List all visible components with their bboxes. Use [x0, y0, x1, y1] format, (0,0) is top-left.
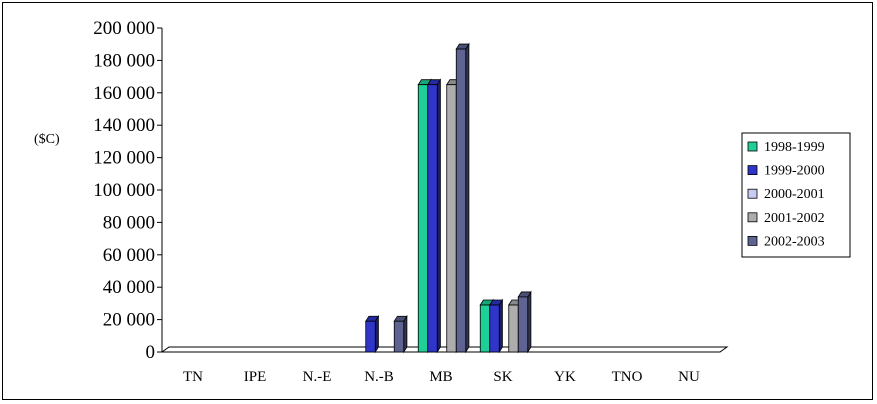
- x-tick-label: YK: [554, 369, 576, 385]
- legend-label: 2002-2003: [764, 234, 825, 249]
- bar: [365, 314, 380, 354]
- x-tick-label: N.-E: [303, 369, 332, 385]
- axes: [157, 27, 729, 353]
- y-tick-label: 140 000: [93, 115, 155, 136]
- legend-swatch: [747, 141, 758, 152]
- legend-swatch: [747, 165, 758, 176]
- legend-swatch: [747, 188, 758, 199]
- legend-swatch: [747, 235, 758, 246]
- y-tick-label: 0: [146, 342, 156, 363]
- y-tick-label: 120 000: [93, 148, 155, 169]
- bar: [455, 42, 470, 354]
- bar: [489, 298, 504, 354]
- legend-label: 1998-1999: [764, 140, 825, 155]
- bar: [427, 78, 442, 354]
- bar: [517, 290, 532, 354]
- y-tick-label: 100 000: [93, 180, 155, 201]
- legend-swatch: [747, 212, 758, 223]
- y-tick-label: 160 000: [93, 83, 155, 104]
- y-tick-label: 180 000: [93, 50, 155, 71]
- x-tick-label: TN: [183, 369, 203, 385]
- y-tick-label: 60 000: [103, 245, 155, 266]
- y-tick-label: 40 000: [103, 277, 155, 298]
- chart-floor: [160, 346, 729, 353]
- legend-box: [741, 132, 851, 258]
- x-tick-label: TNO: [612, 369, 643, 385]
- x-tick-label: IPE: [244, 369, 267, 385]
- y-tick-labels: 0 20 000 40 000 60 000 80 000 100 000 120 000 1…: [93, 18, 155, 363]
- y-tick-label: 200 000: [93, 18, 155, 39]
- legend-label: 2001-2002: [764, 211, 825, 226]
- y-axis-label: ($C): [34, 132, 60, 147]
- x-tick-label: NU: [678, 369, 700, 385]
- legend-label: 2000-2001: [764, 187, 825, 202]
- y-tick-label: 80 000: [103, 212, 155, 233]
- bars: [365, 42, 532, 354]
- bar: [393, 314, 408, 354]
- x-tick-labels: TN IPE N.-E N.-B MB SK YK TNO NU: [183, 369, 700, 385]
- x-tick-label: MB: [429, 369, 452, 385]
- y-tick-label: 20 000: [103, 310, 155, 331]
- x-tick-label: SK: [493, 369, 512, 385]
- legend: 1998-1999 1999-2000 2000-2001 2001-2002 2002…: [741, 132, 851, 258]
- legend-label: 1999-2000: [764, 164, 825, 179]
- x-tick-label: N.-B: [364, 369, 394, 385]
